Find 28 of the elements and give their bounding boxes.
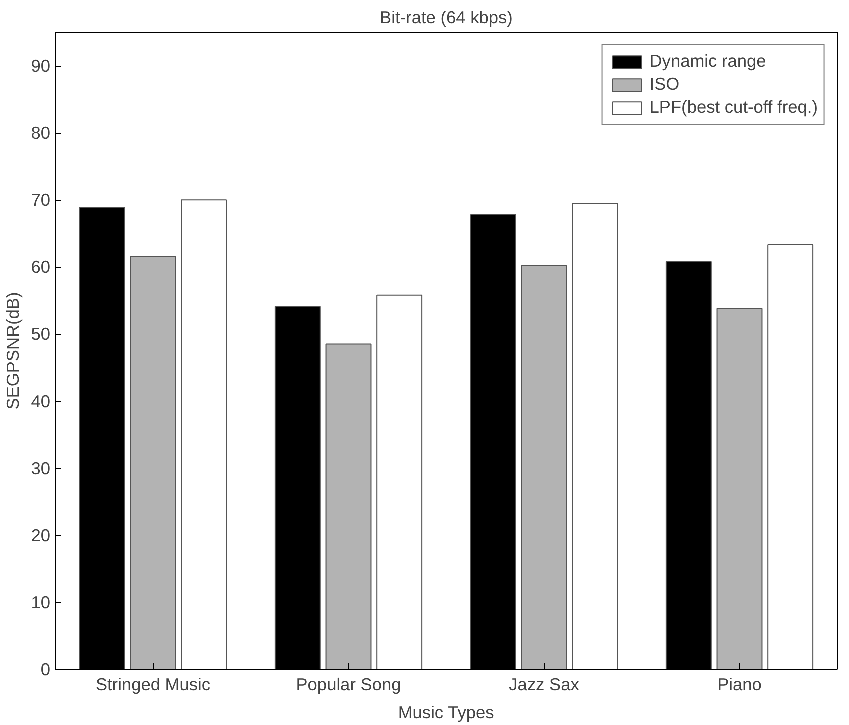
- legend-label: LPF(best cut-off freq.): [650, 97, 818, 118]
- y-tick-label: 70: [31, 190, 51, 210]
- y-tick-label: 90: [31, 56, 51, 76]
- y-tick-label: 60: [31, 257, 51, 278]
- legend-label: Dynamic range: [650, 51, 766, 72]
- y-tick-label: 10: [31, 592, 51, 612]
- bar: [572, 202, 618, 670]
- x-tick-label: Stringed Music: [96, 674, 211, 694]
- bar: [376, 294, 423, 670]
- x-tick-label: Piano: [718, 674, 762, 694]
- legend-label: ISO: [650, 74, 680, 95]
- bar: [326, 344, 372, 670]
- x-axis-title: Music Types: [398, 702, 495, 722]
- y-tick-label: 30: [31, 458, 51, 478]
- y-axis-title: SEGPSNR(dB): [3, 292, 24, 410]
- x-tick-label: Jazz Sax: [509, 674, 580, 694]
- y-tick-label: 20: [31, 525, 51, 546]
- y-tick-label: 50: [31, 324, 51, 344]
- y-tick-label: 40: [31, 391, 51, 412]
- bar: [130, 256, 176, 670]
- bar: [768, 244, 814, 670]
- bar: [716, 308, 763, 670]
- y-tick-label: 80: [31, 123, 51, 144]
- x-tick-label: Popular Song: [296, 674, 402, 694]
- bar: [181, 200, 228, 670]
- bar: [521, 265, 568, 670]
- chart-title: Bit-rate (64 kbps): [380, 8, 513, 28]
- y-tick-label: 0: [40, 660, 51, 680]
